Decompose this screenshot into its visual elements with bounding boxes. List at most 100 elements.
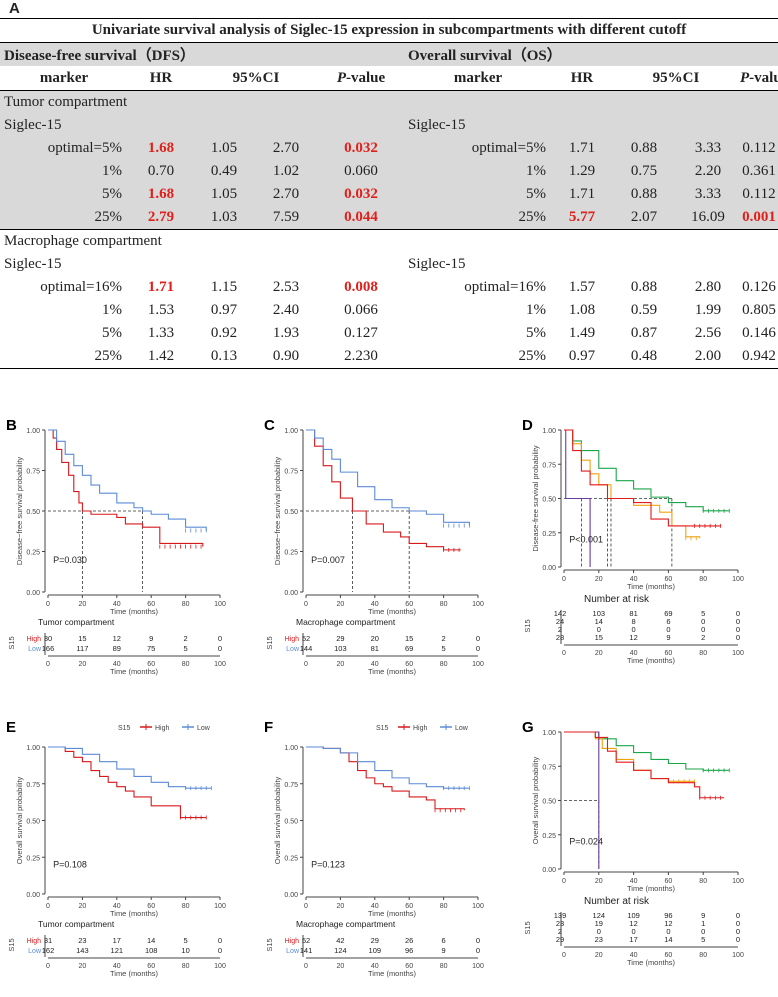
y-tick-label: 0.50: [26, 819, 40, 826]
row-label: 5%: [102, 325, 122, 341]
p-value: P=0.123: [311, 860, 345, 870]
x-tick-label: 40: [630, 878, 638, 885]
risk-tick-label: 100: [472, 661, 484, 668]
km-curve: [48, 429, 207, 531]
y-tick-label: 0.75: [26, 782, 40, 789]
header-marker: marker: [404, 66, 552, 91]
risk-value: 12: [664, 919, 672, 928]
univariate-table: Univariate survival analysis of Siglec-1…: [0, 18, 778, 369]
y-tick-label: 1.00: [26, 428, 40, 435]
dfs-value: 0.032: [318, 137, 404, 160]
risk-title: Number at risk: [584, 896, 650, 907]
km-curve: [306, 429, 461, 551]
dfs-value: 0.060: [318, 160, 404, 183]
risk-value: 143: [76, 946, 89, 955]
risk-value: 0: [701, 927, 705, 936]
table-row: 1% 1.53 0.97 2.40 0.066 1% 1.08 0.59 1.99 0.805: [0, 299, 778, 322]
x-tick-label: 60: [147, 601, 155, 608]
legend-label: Low: [455, 725, 469, 732]
x-axis-label: Time (months): [627, 884, 676, 893]
risk-row-name: High: [27, 636, 42, 643]
legend-title: S15: [118, 725, 131, 732]
p-value: P=0.007: [311, 555, 345, 565]
dfs-value: 2.79: [128, 206, 194, 230]
risk-value: 1: [701, 919, 705, 928]
risk-value: 0: [736, 617, 740, 626]
risk-tick-label: 40: [371, 963, 379, 970]
risk-tick-label: 0: [562, 650, 566, 657]
header-pvalue: P-value: [318, 66, 404, 91]
risk-tick-label: 80: [182, 661, 190, 668]
risk-value: 12: [113, 634, 121, 643]
risk-value: 0: [736, 919, 740, 928]
risk-value: 166: [42, 644, 55, 653]
risk-value: 0: [218, 936, 222, 945]
risk-value: 144: [300, 644, 313, 653]
km-panel-g: G 0.00 0.25 0.50 0.75 1.00 0 20 40 60 80 100 Time (m…: [516, 712, 778, 992]
risk-value: 109: [369, 946, 382, 955]
os-value: 5.77: [552, 206, 612, 230]
risk-value: 52: [302, 936, 310, 945]
y-tick-label: 0.25: [26, 855, 40, 862]
risk-tick-label: 100: [214, 963, 226, 970]
dfs-value: 1.42: [128, 345, 194, 369]
risk-ylabel: S15: [265, 636, 274, 649]
risk-value: 17: [113, 936, 121, 945]
row-label: 1%: [102, 302, 122, 318]
risk-value: 108: [145, 946, 158, 955]
km-curve: [564, 429, 730, 512]
risk-value: 10: [181, 946, 189, 955]
os-value: 0.48: [612, 345, 676, 369]
x-tick-label: 20: [595, 878, 603, 885]
risk-value: 0: [632, 927, 636, 936]
x-axis-label: Time (months): [368, 909, 417, 918]
dfs-value: 0.044: [318, 206, 404, 230]
os-value: 0.88: [630, 279, 658, 295]
dfs-value: 1.03: [194, 206, 254, 230]
panel-label: C: [264, 417, 275, 434]
panel-label: D: [522, 417, 533, 434]
p-value: P=0.024: [569, 836, 603, 846]
table-row: 25% 1.42 0.13 0.90 2.230 25% 0.97 0.48 2.00 0.942: [0, 345, 778, 369]
risk-x-label: Time (months): [627, 958, 676, 967]
y-tick-label: 1.00: [284, 428, 298, 435]
risk-value: 9: [666, 633, 670, 642]
panel-label: F: [264, 719, 273, 736]
risk-ylabel: S15: [7, 636, 16, 649]
risk-value: 12: [629, 919, 637, 928]
y-tick-label: 0.75: [542, 764, 556, 771]
risk-tick-label: 60: [147, 963, 155, 970]
risk-tick-label: 60: [405, 963, 413, 970]
risk-value: 9: [149, 634, 153, 643]
risk-row-name: Low: [28, 646, 42, 653]
row-label: optimal=16%: [40, 279, 122, 295]
risk-value: 0: [476, 644, 480, 653]
x-tick-label: 100: [472, 601, 484, 608]
dfs-value: 0.008: [344, 279, 378, 295]
header-hr: HR: [128, 66, 194, 91]
risk-value: 121: [111, 946, 124, 955]
dfs-value: 2.53: [272, 279, 300, 295]
risk-x-label: Time (months): [110, 969, 159, 978]
table-row: 5% 1.68 1.05 2.70 0.032 5% 1.71 0.88 3.33 0.112: [0, 183, 778, 206]
marker-name: Siglec-15: [408, 256, 466, 272]
table-row: optimal=5% 1.68 1.05 2.70 0.032 optimal=5% 1.7…: [0, 137, 778, 160]
risk-value: 96: [664, 911, 672, 920]
risk-tick-label: 100: [732, 650, 744, 657]
y-tick-label: 0.00: [26, 590, 40, 597]
x-tick-label: 0: [46, 903, 50, 910]
risk-value: 5: [442, 644, 446, 653]
risk-value: 0: [666, 625, 670, 634]
dfs-value: 0.066: [344, 302, 378, 318]
y-axis-label: Overall survival probability: [273, 776, 282, 864]
risk-value: 8: [632, 617, 636, 626]
risk-value: 0: [597, 625, 601, 634]
km-curve: [306, 429, 470, 526]
os-value: 0.59: [630, 302, 658, 318]
y-tick-label: 0.25: [26, 550, 40, 557]
marker-name: Siglec-15: [404, 114, 778, 137]
y-axis-label: Disease−free survival probability: [15, 457, 24, 565]
